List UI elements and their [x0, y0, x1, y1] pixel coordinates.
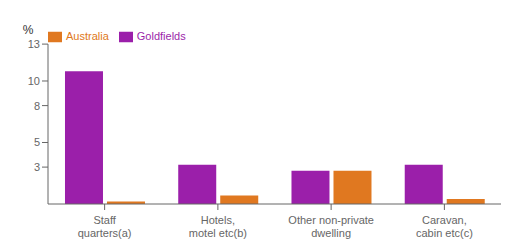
svg-text:Caravan,cabin etc(c): Caravan,cabin etc(c) — [416, 214, 473, 239]
html-text:Australia: Australia — [66, 30, 109, 42]
svg-text:13: 13 — [28, 38, 40, 50]
svg-text:%: % — [23, 23, 34, 37]
svg-text:Hotels,motel etc(b): Hotels,motel etc(b) — [189, 214, 247, 239]
svg-text:8: 8 — [34, 100, 40, 112]
svg-text:5: 5 — [34, 136, 40, 148]
svg-text:Staffquarters(a): Staffquarters(a) — [78, 214, 132, 239]
svg-text:3: 3 — [34, 161, 40, 173]
svg-text:Other non-privatedwelling: Other non-privatedwelling — [288, 214, 374, 239]
html-text:Goldfields: Goldfields — [136, 30, 186, 42]
svg-text:10: 10 — [28, 75, 40, 87]
